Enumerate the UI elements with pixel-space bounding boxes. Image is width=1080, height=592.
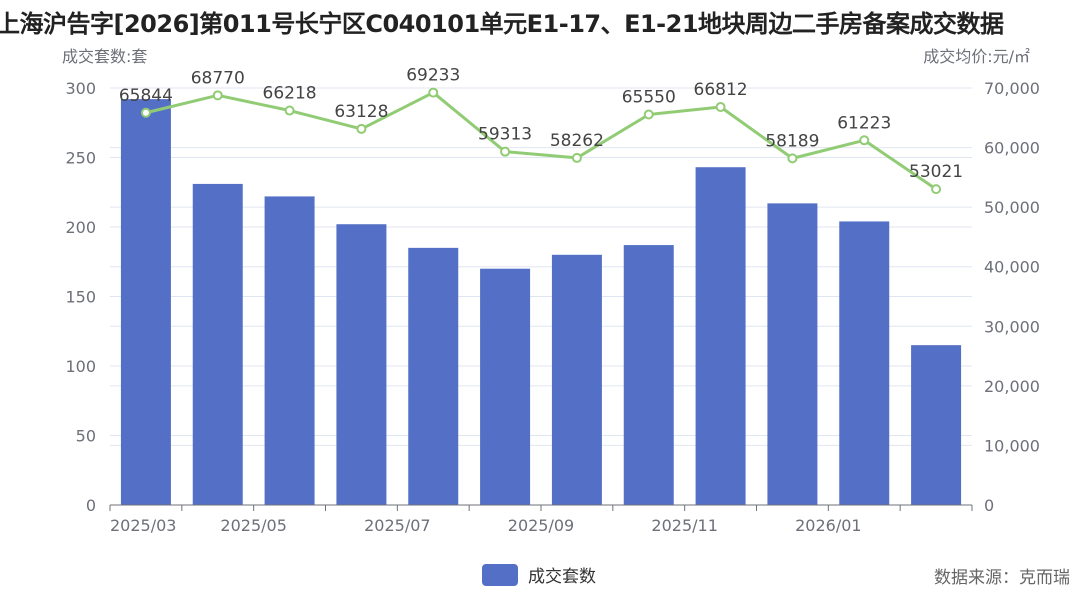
bar bbox=[767, 203, 818, 505]
y-left-tick-label: 50 bbox=[76, 427, 96, 446]
y-left-tick-label: 300 bbox=[65, 79, 96, 98]
y-right-tick-label: 0 bbox=[984, 496, 994, 515]
price-point bbox=[859, 135, 870, 146]
bar bbox=[480, 268, 531, 505]
x-tick-label: 2025/11 bbox=[651, 516, 717, 535]
price-data-label: 63128 bbox=[334, 102, 388, 122]
y-right-tick-label: 20,000 bbox=[984, 377, 1040, 396]
price-data-label: 59313 bbox=[478, 125, 532, 145]
price-data-label: 66218 bbox=[263, 84, 317, 104]
bar bbox=[839, 221, 890, 505]
price-data-label: 66812 bbox=[694, 80, 748, 100]
x-tick-label: 2025/07 bbox=[364, 516, 430, 535]
y-left-tick-label: 100 bbox=[65, 357, 96, 376]
y-right-axis-label: 成交均价:元/㎡ bbox=[923, 47, 1030, 66]
bar bbox=[120, 99, 171, 506]
price-point bbox=[643, 109, 654, 120]
y-left-tick-label: 200 bbox=[65, 218, 96, 237]
x-tick-label: 2026/01 bbox=[795, 516, 861, 535]
y-right-tick-label: 40,000 bbox=[984, 258, 1040, 277]
y-left-tick-label: 150 bbox=[65, 288, 96, 307]
price-data-label: 69233 bbox=[406, 66, 460, 86]
x-tick-label: 2025/05 bbox=[220, 516, 286, 535]
price-data-label: 68770 bbox=[191, 68, 245, 88]
bar bbox=[192, 183, 243, 505]
bar bbox=[264, 196, 315, 506]
y-left-tick-label: 0 bbox=[86, 496, 96, 515]
gridlines bbox=[110, 87, 972, 446]
data-labels: 65844 68770 66218 63128 69233 59313 58262 65550… bbox=[119, 66, 963, 183]
price-point bbox=[428, 87, 439, 98]
y-right-tick-label: 60,000 bbox=[984, 139, 1040, 158]
chart-title: 上海沪告字[2026]第011号长宁区C040101单元E1-17、E1-21地… bbox=[0, 10, 1004, 38]
price-data-label: 53021 bbox=[909, 162, 963, 182]
axes: 0 50 100 150 200 250 300 0 10,000 20,000 30,000 40,… bbox=[65, 79, 1040, 535]
price-point bbox=[931, 184, 942, 195]
y-left-axis-label: 成交套数:套 bbox=[62, 47, 147, 66]
y-left-tick-label: 250 bbox=[65, 149, 96, 168]
line-series bbox=[140, 87, 942, 195]
price-data-label: 65844 bbox=[119, 86, 173, 106]
y-right-tick-label: 10,000 bbox=[984, 436, 1040, 455]
price-point bbox=[356, 123, 367, 134]
bar bbox=[623, 245, 674, 505]
price-point bbox=[571, 152, 582, 163]
price-point bbox=[284, 105, 295, 116]
legend-swatch-bar bbox=[482, 563, 518, 586]
bar bbox=[551, 254, 602, 505]
x-tick-label: 2025/03 bbox=[110, 516, 176, 535]
y-right-tick-label: 30,000 bbox=[984, 317, 1040, 336]
legend-label: 成交套数 bbox=[528, 567, 596, 587]
price-point bbox=[140, 107, 151, 118]
price-point bbox=[500, 146, 511, 157]
bar bbox=[911, 345, 962, 505]
price-data-label: 65550 bbox=[622, 88, 676, 108]
price-line bbox=[145, 91, 937, 191]
price-point bbox=[212, 90, 223, 101]
bar bbox=[695, 167, 746, 506]
price-data-label: 61223 bbox=[837, 113, 891, 133]
price-point bbox=[715, 101, 726, 112]
legend[interactable]: 成交套数 bbox=[482, 562, 596, 587]
price-data-label: 58262 bbox=[550, 131, 604, 151]
x-tick-label: 2025/09 bbox=[508, 516, 574, 535]
bar bbox=[336, 224, 387, 505]
price-data-label: 58189 bbox=[765, 131, 819, 151]
y-right-tick-label: 70,000 bbox=[984, 79, 1040, 98]
price-point bbox=[787, 153, 798, 164]
source-note: 数据来源：克而瑞 bbox=[934, 568, 1070, 588]
bar bbox=[408, 247, 459, 505]
bar-series bbox=[120, 99, 962, 506]
y-right-tick-label: 50,000 bbox=[984, 198, 1040, 217]
